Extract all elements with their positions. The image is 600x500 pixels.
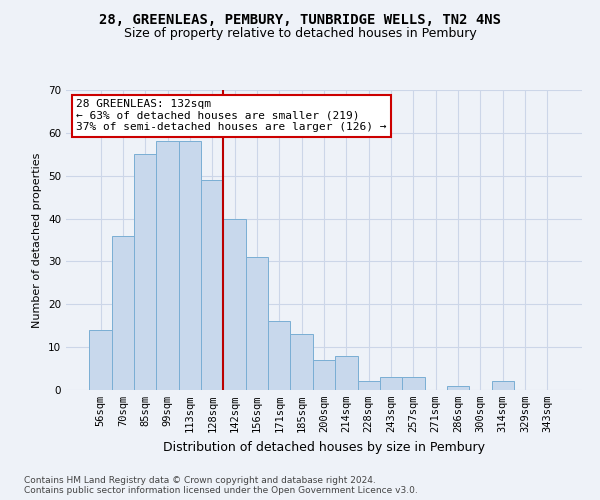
Bar — [134, 154, 157, 390]
Bar — [290, 334, 313, 390]
Bar — [223, 218, 246, 390]
Bar — [313, 360, 335, 390]
Bar — [335, 356, 358, 390]
Bar — [157, 142, 179, 390]
Bar — [112, 236, 134, 390]
Y-axis label: Number of detached properties: Number of detached properties — [32, 152, 43, 328]
Bar — [491, 382, 514, 390]
Bar — [201, 180, 223, 390]
Bar — [89, 330, 112, 390]
Bar — [447, 386, 469, 390]
Text: 28, GREENLEAS, PEMBURY, TUNBRIDGE WELLS, TN2 4NS: 28, GREENLEAS, PEMBURY, TUNBRIDGE WELLS,… — [99, 12, 501, 26]
Bar — [268, 322, 290, 390]
Bar — [179, 142, 201, 390]
X-axis label: Distribution of detached houses by size in Pembury: Distribution of detached houses by size … — [163, 440, 485, 454]
Bar — [358, 382, 380, 390]
Text: Size of property relative to detached houses in Pembury: Size of property relative to detached ho… — [124, 28, 476, 40]
Text: 28 GREENLEAS: 132sqm
← 63% of detached houses are smaller (219)
37% of semi-deta: 28 GREENLEAS: 132sqm ← 63% of detached h… — [76, 99, 387, 132]
Bar — [380, 377, 402, 390]
Bar — [402, 377, 425, 390]
Bar — [246, 257, 268, 390]
Text: Contains HM Land Registry data © Crown copyright and database right 2024.
Contai: Contains HM Land Registry data © Crown c… — [24, 476, 418, 495]
